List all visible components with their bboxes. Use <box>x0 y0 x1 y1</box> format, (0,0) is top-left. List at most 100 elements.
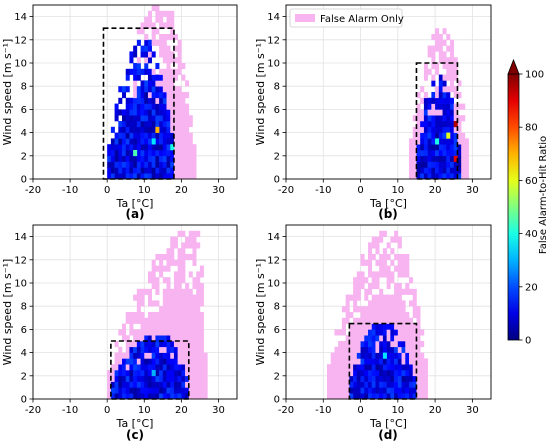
heatmap-cell <box>147 375 152 382</box>
heatmap-cell <box>382 346 387 353</box>
heatmap-cell <box>453 161 458 168</box>
heatmap-cell <box>144 387 149 394</box>
axes-frame <box>32 224 238 400</box>
false-alarm-only-cell <box>159 34 164 41</box>
heatmap-cell <box>435 103 440 110</box>
false-alarm-only-cell <box>401 259 406 266</box>
heatmap-cell <box>416 144 421 151</box>
false-alarm-only-cell <box>420 86 425 93</box>
false-alarm-only-cell <box>185 173 190 180</box>
heatmap-cell <box>125 167 130 174</box>
heatmap-cell <box>118 109 123 116</box>
heatmap-cell <box>155 144 160 151</box>
false-alarm-only-cell <box>136 306 141 313</box>
heatmap-cell <box>114 115 119 122</box>
heatmap-cell <box>155 375 160 382</box>
false-alarm-only-cell <box>170 312 175 319</box>
false-alarm-only-cell <box>394 236 399 243</box>
false-alarm-only-cell <box>144 317 149 324</box>
false-alarm-only-cell <box>181 103 186 110</box>
false-alarm-only-cell <box>353 306 358 313</box>
false-alarm-only-cell <box>170 51 175 58</box>
heatmap-cell <box>151 167 156 174</box>
false-alarm-only-cell <box>155 80 160 87</box>
false-alarm-only-cell <box>181 259 186 266</box>
heatmap-cell <box>438 74 443 81</box>
heatmap-cell <box>151 155 156 162</box>
false-alarm-only-cell <box>199 381 204 388</box>
false-alarm-only-cell <box>162 39 167 46</box>
false-alarm-only-cell <box>155 312 160 319</box>
false-alarm-only-cell <box>427 45 432 52</box>
false-alarm-only-cell <box>173 45 178 52</box>
false-alarm-only-cell <box>181 97 186 104</box>
heatmap-cell <box>173 346 178 353</box>
false-alarm-only-cell <box>181 92 186 99</box>
false-alarm-only-cell <box>457 115 462 122</box>
false-alarm-only-cell <box>162 306 167 313</box>
false-alarm-only-cell <box>181 115 186 122</box>
false-alarm-only-cell <box>203 370 208 377</box>
heatmap-cell <box>181 393 186 400</box>
false-alarm-only-cell <box>192 242 197 249</box>
heatmap-cell <box>457 155 462 162</box>
false-alarm-only-cell <box>173 283 178 290</box>
false-alarm-only-cell <box>140 312 145 319</box>
heatmap-cell <box>442 138 447 145</box>
false-alarm-only-cell <box>199 375 204 382</box>
heatmap-cell <box>170 375 175 382</box>
heatmap-cell <box>140 375 145 382</box>
heatmap-cell <box>450 150 455 157</box>
heatmap-cell <box>122 109 127 116</box>
heatmap-cell <box>427 97 432 104</box>
false-alarm-only-cell <box>188 317 193 324</box>
false-alarm-only-cell <box>181 150 186 157</box>
heatmap-cell <box>368 370 373 377</box>
heatmap-cell <box>151 126 156 133</box>
heatmap-cell <box>122 364 127 371</box>
false-alarm-only-cell <box>453 115 458 122</box>
heatmap-cell <box>453 173 458 180</box>
false-alarm-only-cell <box>353 323 358 330</box>
heatmap-cell <box>401 375 406 382</box>
heatmap-cell <box>125 375 130 382</box>
heatmap-cell <box>110 150 115 157</box>
false-alarm-only-cell <box>386 294 391 301</box>
heatmap-cell <box>375 375 380 382</box>
heatmap-cell <box>151 364 156 371</box>
heatmap-cell <box>390 329 395 336</box>
false-alarm-only-cell <box>155 10 160 17</box>
heatmap-cell <box>166 393 171 400</box>
heatmap-cell <box>166 161 171 168</box>
false-alarm-only-cell <box>173 167 178 174</box>
false-alarm-only-cell <box>170 329 175 336</box>
false-alarm-only-cell <box>147 288 152 295</box>
false-alarm-only-cell <box>199 352 204 359</box>
false-alarm-only-cell <box>353 329 358 336</box>
heatmap-cell <box>371 335 376 342</box>
heatmap-cell <box>140 155 145 162</box>
false-alarm-only-cell <box>360 283 365 290</box>
false-alarm-only-cell <box>431 34 436 41</box>
false-alarm-only-cell <box>129 317 134 324</box>
heatmap-cell <box>401 387 406 394</box>
heatmap-cell <box>442 92 447 99</box>
heatmap-cell <box>114 381 119 388</box>
heatmap-cell <box>125 86 130 93</box>
heatmap-cell <box>438 167 443 174</box>
false-alarm-only-cell <box>173 294 178 301</box>
false-alarm-only-cell <box>166 16 171 23</box>
false-alarm-only-cell <box>345 387 350 394</box>
false-alarm-only-cell <box>147 51 152 58</box>
false-alarm-only-cell <box>341 358 346 365</box>
false-alarm-only-cell <box>356 288 361 295</box>
false-alarm-only-cell <box>185 283 190 290</box>
heatmap-cell <box>386 346 391 353</box>
false-alarm-only-cell <box>199 364 204 371</box>
false-alarm-only-cell <box>188 323 193 330</box>
heatmap-cell <box>379 370 384 377</box>
false-alarm-only-cell <box>353 294 358 301</box>
false-alarm-only-cell <box>188 271 193 278</box>
heatmap-cell <box>438 155 443 162</box>
false-alarm-only-cell <box>416 323 421 330</box>
